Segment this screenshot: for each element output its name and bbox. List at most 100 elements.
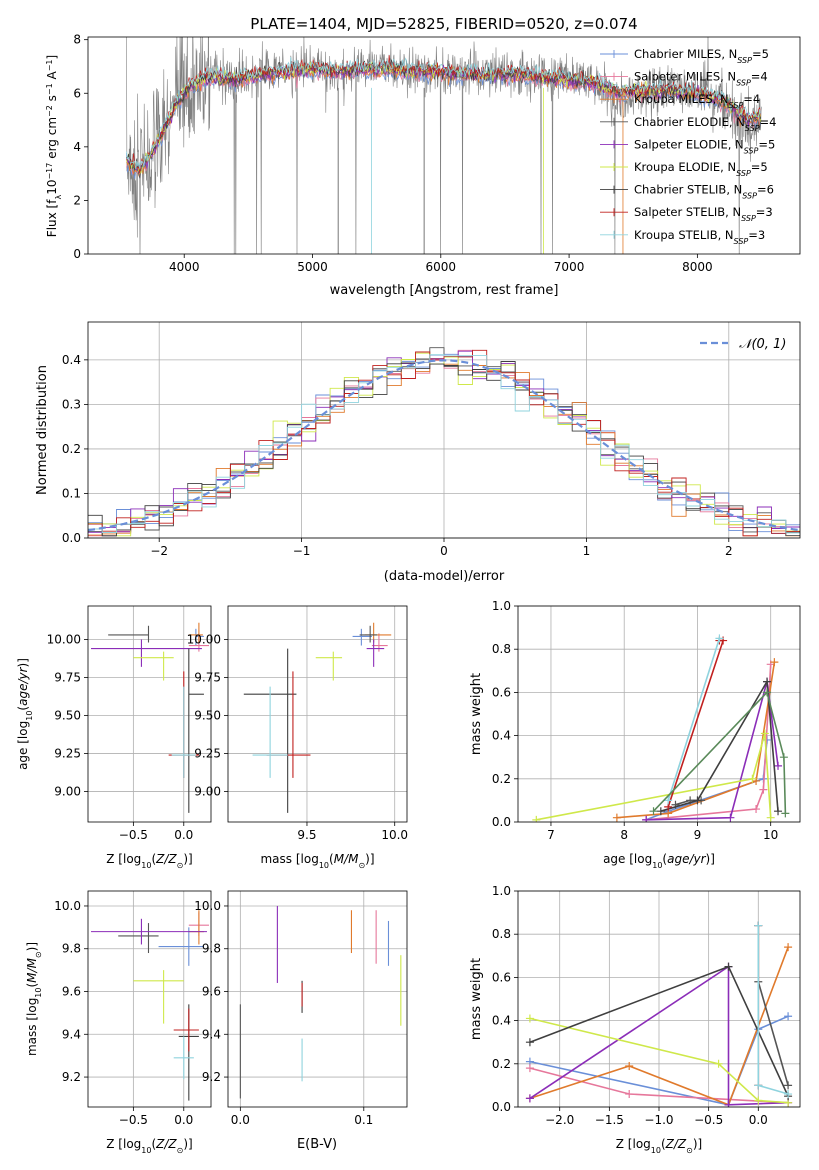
y-tick-label: 0.8: [492, 927, 511, 941]
label-part: Flux [f: [45, 199, 59, 237]
legend-label: Chabrier STELIB, NSSP=6: [634, 183, 774, 201]
figure-title: PLATE=1404, MJD=52825, FIBERID=0520, z=0…: [250, 15, 637, 33]
legend-label: Kroupa ELODIE, NSSP=5: [634, 160, 768, 178]
label-part: s: [45, 95, 59, 105]
weight-marker: [656, 807, 665, 816]
label-part: ]: [45, 55, 59, 60]
axes-frame: [517, 605, 801, 823]
weight-marker: [770, 658, 779, 667]
legend-label: Kroupa STELIB, NSSP=3: [634, 228, 765, 246]
x-tick-label: −1.0: [644, 1113, 673, 1127]
y-tick-label: 0.6: [492, 685, 511, 699]
x-tick-label: 9: [694, 828, 702, 842]
y-tick-label: 0.2: [62, 442, 81, 456]
legend-nssp: =5: [752, 47, 769, 61]
weight-line: [652, 690, 787, 814]
legend-nssp: =4: [760, 115, 777, 129]
x-tick-label: 7000: [554, 260, 585, 274]
legend-label: Salpeter STELIB, NSSP=3: [634, 205, 773, 223]
weight-marker: [642, 815, 651, 822]
weight-marker: [612, 813, 621, 822]
weight-marker: [779, 753, 788, 762]
x-axis-label: Z [log10(Z/Z⊙)]: [106, 852, 192, 870]
label-part: 10: [45, 180, 59, 195]
y-tick-label: 0.0: [62, 531, 81, 545]
plot-area: [525, 921, 793, 1107]
weight-line: [667, 638, 721, 801]
label-part: age [log: [16, 721, 30, 770]
x-tick-label: 0.0: [174, 1113, 193, 1127]
label-part: (: [151, 1137, 156, 1151]
y-tick-label: 0.2: [492, 772, 511, 786]
x-tick-label: −2.0: [545, 1113, 574, 1127]
age-vs-mass-plot: 9.5 10.0 9.00 9.25 9.50 9.75 10.00 mass [log10(…: [187, 605, 408, 870]
histogram-step: [88, 361, 800, 537]
weight-marker: [784, 1081, 793, 1090]
label-part: erg cm: [45, 117, 59, 163]
label-part: (: [329, 852, 334, 866]
x-tick-label: −1.5: [595, 1113, 624, 1127]
x-tick-label: 0.1: [354, 1113, 373, 1127]
spectrum-plot: 4000 5000 6000 7000 8000 0 2 4 6 8 wavelength [Ang…: [45, 33, 801, 298]
axes-frame: [517, 890, 801, 1108]
weight-marker: [525, 1064, 534, 1073]
weight-line: [667, 639, 725, 808]
label-part: )]: [16, 658, 30, 667]
label-part: (: [661, 1137, 666, 1151]
label-part: −1: [45, 59, 54, 71]
legend-nssp: =3: [756, 205, 773, 219]
y-tick-label: 0: [73, 247, 81, 261]
label-part: 10: [141, 861, 151, 870]
weight-marker: [532, 815, 541, 822]
label-part: ⊙: [177, 1146, 184, 1155]
x-tick-label: 10.0: [381, 828, 408, 842]
x-tick-label: −0.5: [694, 1113, 723, 1127]
y-axis-label: Normed distribution: [35, 365, 50, 495]
y-tick-label: 4: [73, 140, 81, 154]
weight-line: [616, 662, 776, 819]
y-axis-label: mass weight: [469, 958, 484, 1040]
axes-frame: [87, 890, 212, 1108]
x-tick-label: −0.5: [119, 828, 148, 842]
weight-marker: [748, 774, 757, 783]
label-part: 10: [651, 1146, 661, 1155]
y-tick-label: 9.4: [62, 1027, 81, 1041]
label-part: 10: [34, 987, 43, 997]
label-part: (: [25, 983, 39, 988]
y-tick-label: 9.25: [194, 747, 221, 761]
mass-vs-metallicity-plot: −0.5 0.09.29.49.69.810.0Z [log10(Z/Z⊙)]ma…: [25, 890, 212, 1155]
weight-marker: [664, 796, 673, 805]
label-part: λ: [54, 195, 63, 200]
weight-marker: [625, 1090, 634, 1099]
legend-nssp: =4: [743, 92, 760, 106]
x-tick-label: 5000: [297, 260, 328, 274]
weight-marker: [774, 807, 783, 816]
x-axis-label: E(B-V): [297, 1137, 337, 1152]
legend-name: Chabrier ELODIE, N: [634, 115, 745, 129]
y-tick-label: 9.50: [194, 709, 221, 723]
label-part: mass [log: [260, 852, 318, 866]
legend-name: Kroupa MILES, N: [634, 92, 729, 106]
weight-marker: [714, 1059, 723, 1068]
weight-marker: [525, 1038, 534, 1047]
label-part: )]: [365, 852, 374, 866]
label-part: Z [log: [616, 1137, 651, 1151]
y-tick-label: 0.2: [492, 1057, 511, 1071]
legend-sub: SSP: [734, 236, 749, 245]
y-tick-label: 9.4: [202, 1027, 221, 1041]
weight-marker: [754, 921, 763, 930]
plot-area: [91, 910, 209, 1101]
y-axis-label: mass weight: [469, 673, 484, 755]
x-tick-label: 0.0: [174, 828, 193, 842]
legend-name: Salpeter ELODIE, N: [634, 137, 744, 151]
x-axis-label: (data-model)/error: [384, 569, 505, 584]
label-part: (: [151, 852, 156, 866]
legend-name: Kroupa STELIB, N: [634, 228, 734, 242]
legend-sub: SSP: [729, 101, 744, 110]
residual-histogram-plot: −2 −1 0 1 2 0.0 0.1 0.2 0.3 0.4 (data-model)/error…: [35, 321, 801, 584]
x-tick-label: 1: [583, 544, 591, 558]
label-part: )]: [693, 1137, 702, 1151]
x-axis-label: Z [log10(Z/Z⊙)]: [616, 1137, 702, 1155]
